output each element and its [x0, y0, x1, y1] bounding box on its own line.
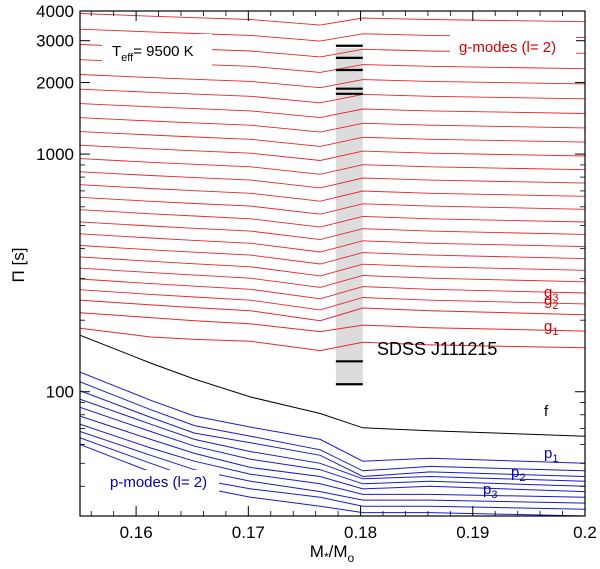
g-overtone-line: [80, 278, 585, 300]
plot-frame: [79, 10, 586, 517]
g-overtone-line: [80, 131, 585, 147]
series-line-p6: [80, 415, 585, 493]
y-axis-title: Π [s]: [9, 248, 28, 283]
p-modes-annotation: p-modes (l= 2): [103, 470, 219, 494]
series-line-g2: [80, 312, 585, 333]
g1-label: g1: [544, 318, 558, 338]
g-overtone-line: [80, 144, 585, 161]
g-overtone-line: [80, 103, 585, 119]
g-overtone-line: [80, 267, 585, 288]
x-axis-title: M*/Mo: [310, 542, 355, 565]
g-overtone-line: [80, 233, 585, 253]
g-overtone-line: [80, 245, 585, 265]
mode-lines: [80, 299, 585, 516]
y-tick-label: 2000: [36, 74, 74, 93]
p1-label: p1: [544, 445, 558, 465]
x-tick-label: 0.18: [344, 523, 377, 542]
teff-main: T: [112, 43, 121, 60]
p2-label: p2: [511, 464, 525, 484]
g-overtone-line: [80, 196, 585, 215]
series-line-g3: [80, 299, 585, 322]
plot-background: [80, 11, 585, 516]
observed-mass-band: [335, 47, 363, 385]
x-tick-label: 0.2: [573, 523, 597, 542]
g-overtone-line: [80, 158, 585, 175]
g-mode-overtone-lines: [80, 0, 585, 311]
series-line-g1: [80, 327, 585, 352]
p-modes-label: p-modes (l= 2): [110, 474, 207, 491]
g3-label: g3: [544, 284, 558, 304]
g2-label: g2: [544, 292, 558, 312]
svg-text:Teff= 9500 K: Teff= 9500 K: [112, 43, 194, 64]
series-line-p1: [80, 371, 585, 464]
series-line-p-modes-low-2: [80, 431, 585, 504]
y-axis-ticks: 100 1000 2000 3000 4000: [36, 2, 585, 487]
g-modes-annotation: g-modes (l= 2): [450, 33, 576, 59]
g-overtone-line: [80, 13, 585, 26]
teff-annotation: Teff= 9500 K: [102, 34, 212, 66]
x-tick-label: 0.16: [120, 523, 153, 542]
g-overtone-line: [80, 117, 585, 133]
series-line-p3: [80, 390, 585, 478]
y-tick-label: 3000: [36, 32, 74, 51]
g-overtone-line: [80, 0, 585, 9]
g-overtone-line: [80, 209, 585, 228]
y-tick-label: 4000: [36, 2, 74, 21]
series-line-f: [80, 334, 585, 437]
g-modes-label: g-modes (l= 2): [459, 39, 556, 56]
x-tick-label: 0.17: [232, 523, 265, 542]
teff-value: = 9500 K: [133, 43, 193, 60]
observed-periods: [335, 44, 363, 386]
series-line-p-modes-low-3: [80, 437, 585, 510]
x-axis-ticks: 0.16 0.17 0.18 0.19 0.2: [90, 11, 597, 542]
p3-label: p3: [483, 481, 497, 501]
f-label: f: [544, 403, 549, 420]
g-overtone-line: [80, 221, 585, 241]
g-overtone-line: [80, 184, 585, 202]
g-overtone-line: [80, 28, 585, 42]
x-tick-label: 0.19: [456, 523, 489, 542]
object-label: SDSS J111215: [377, 339, 497, 359]
series-line-p2: [80, 381, 585, 472]
g-overtone-line: [80, 74, 585, 89]
g-overtone-line: [80, 256, 585, 277]
series-line-p5: [80, 406, 585, 487]
y-tick-label: 100: [46, 383, 74, 402]
g-overtone-line: [80, 289, 585, 311]
g-overtone-line: [80, 88, 585, 104]
teff-sub: eff: [121, 52, 134, 64]
series-line-p-modes-low-1: [80, 423, 585, 498]
g-overtone-line: [80, 171, 585, 189]
series-line-p4: [80, 398, 585, 482]
y-tick-label: 1000: [36, 145, 74, 164]
